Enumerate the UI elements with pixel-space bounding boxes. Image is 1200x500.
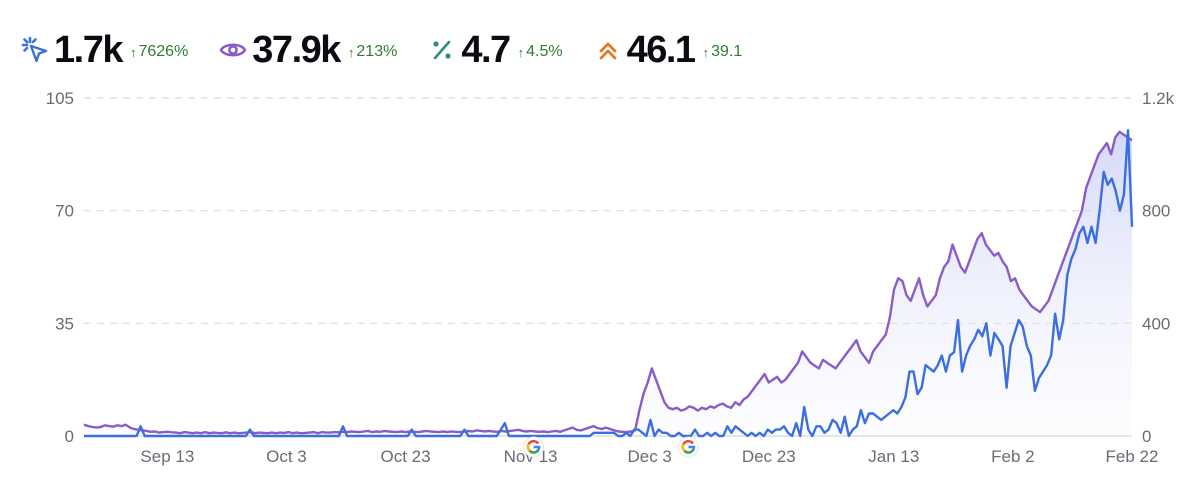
chart-annotations <box>523 436 699 458</box>
y-right-tick-label: 400 <box>1142 314 1170 333</box>
clicks-change-value: 7626% <box>138 43 189 60</box>
y-left-tick-label: 70 <box>55 202 74 221</box>
impressions-line <box>83 130 1133 435</box>
y-left-tick-label: 35 <box>55 314 74 333</box>
position-change-value: 39.1 <box>711 43 743 60</box>
position-change: ↑ 39.1 <box>703 43 743 61</box>
x-axis: Sep 13 Oct 3 Oct 23 Nov 13 Dec 3 Dec 23 Jan 13… <box>140 447 1158 466</box>
stat-impressions[interactable]: 37.9k ↑ 213% <box>218 31 397 69</box>
stat-position[interactable]: 46.1 ↑ 39.1 <box>593 29 743 71</box>
x-tick-label: Jan 13 <box>868 447 919 466</box>
y-left-tick-label: 105 <box>46 89 74 108</box>
google-icon[interactable] <box>523 436 545 458</box>
up-arrow-icon: ↑ <box>347 44 355 60</box>
google-icon[interactable] <box>677 436 699 458</box>
stat-clicks[interactable]: 1.7k ↑ 7626% <box>20 31 188 69</box>
ctr-change-value: 4.5% <box>526 43 563 60</box>
clicks-line <box>84 129 1134 438</box>
stat-ctr[interactable]: 4.7 ↑ 4.5% <box>427 29 563 71</box>
stats-bar: 1.7k ↑ 7626% 37.9k ↑ 213% 4.7 ↑ 4.5% 46.1 ↑… <box>20 22 772 78</box>
x-tick-label: Dec 23 <box>742 447 796 466</box>
up-arrow-icon: ↑ <box>702 44 710 60</box>
position-value: 46.1 <box>626 29 696 71</box>
clicks-value: 1.7k <box>54 29 123 71</box>
x-tick-label: Feb 2 <box>991 447 1034 466</box>
percent-icon <box>433 40 451 60</box>
y-axis-left: 0 35 70 105 <box>46 89 74 446</box>
x-tick-label: Feb 22 <box>1106 447 1159 466</box>
ctr-change: ↑ 4.5% <box>518 43 563 61</box>
y-right-tick-label: 1.2k <box>1142 89 1175 108</box>
x-tick-label: Oct 23 <box>380 447 430 466</box>
chevrons-up-icon <box>599 42 617 60</box>
x-tick-label: Oct 3 <box>266 447 307 466</box>
cursor-click-icon <box>21 36 48 63</box>
ctr-value: 4.7 <box>461 29 511 71</box>
up-arrow-icon: ↑ <box>129 44 137 60</box>
y-left-tick-label: 0 <box>65 427 74 446</box>
impressions-change: ↑ 213% <box>348 43 397 61</box>
impressions-value: 37.9k <box>252 29 341 71</box>
y-right-tick-label: 0 <box>1142 427 1151 446</box>
up-arrow-icon: ↑ <box>517 44 525 60</box>
y-right-tick-label: 800 <box>1142 202 1170 221</box>
chart-series <box>83 129 1134 438</box>
eye-icon <box>219 43 247 57</box>
x-tick-label: Dec 3 <box>627 447 671 466</box>
impressions-change-value: 213% <box>356 43 398 60</box>
x-tick-label: Sep 13 <box>140 447 194 466</box>
clicks-change: ↑ 7626% <box>130 43 188 61</box>
y-axis-right: 0 400 800 1.2k <box>1142 89 1175 446</box>
impressions-area <box>84 131 1132 437</box>
